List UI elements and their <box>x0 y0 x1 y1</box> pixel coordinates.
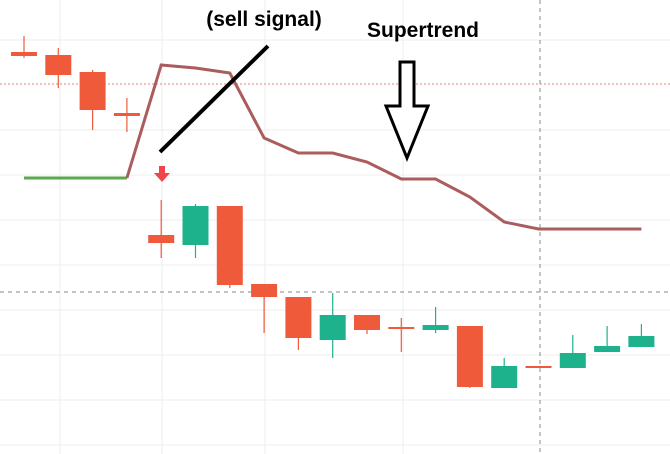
candle-body <box>559 353 586 368</box>
candle-body <box>525 366 552 368</box>
candle-body <box>11 52 37 56</box>
candle-body <box>79 72 106 110</box>
candle-body <box>491 366 518 388</box>
candle-body <box>251 284 278 297</box>
candle-body <box>148 235 175 243</box>
pointer-line <box>158 44 270 154</box>
candle-body <box>113 113 140 116</box>
supertrend-line <box>125 63 642 231</box>
annotation: Supertrend <box>367 19 479 42</box>
candle-body <box>319 315 346 340</box>
plot <box>11 36 655 388</box>
candle-body <box>216 206 243 285</box>
candle-body <box>285 297 312 338</box>
candle-body <box>594 346 621 352</box>
candle-body <box>388 327 415 329</box>
down-arrow <box>383 60 431 163</box>
candle-body <box>354 315 380 330</box>
candle-body <box>628 336 655 347</box>
annotation: (sell signal) <box>206 8 322 31</box>
candle-body <box>422 325 449 330</box>
candle-body <box>456 326 483 387</box>
sell-arrow <box>154 166 170 182</box>
candle-body <box>45 55 72 75</box>
candle-body <box>182 206 209 245</box>
